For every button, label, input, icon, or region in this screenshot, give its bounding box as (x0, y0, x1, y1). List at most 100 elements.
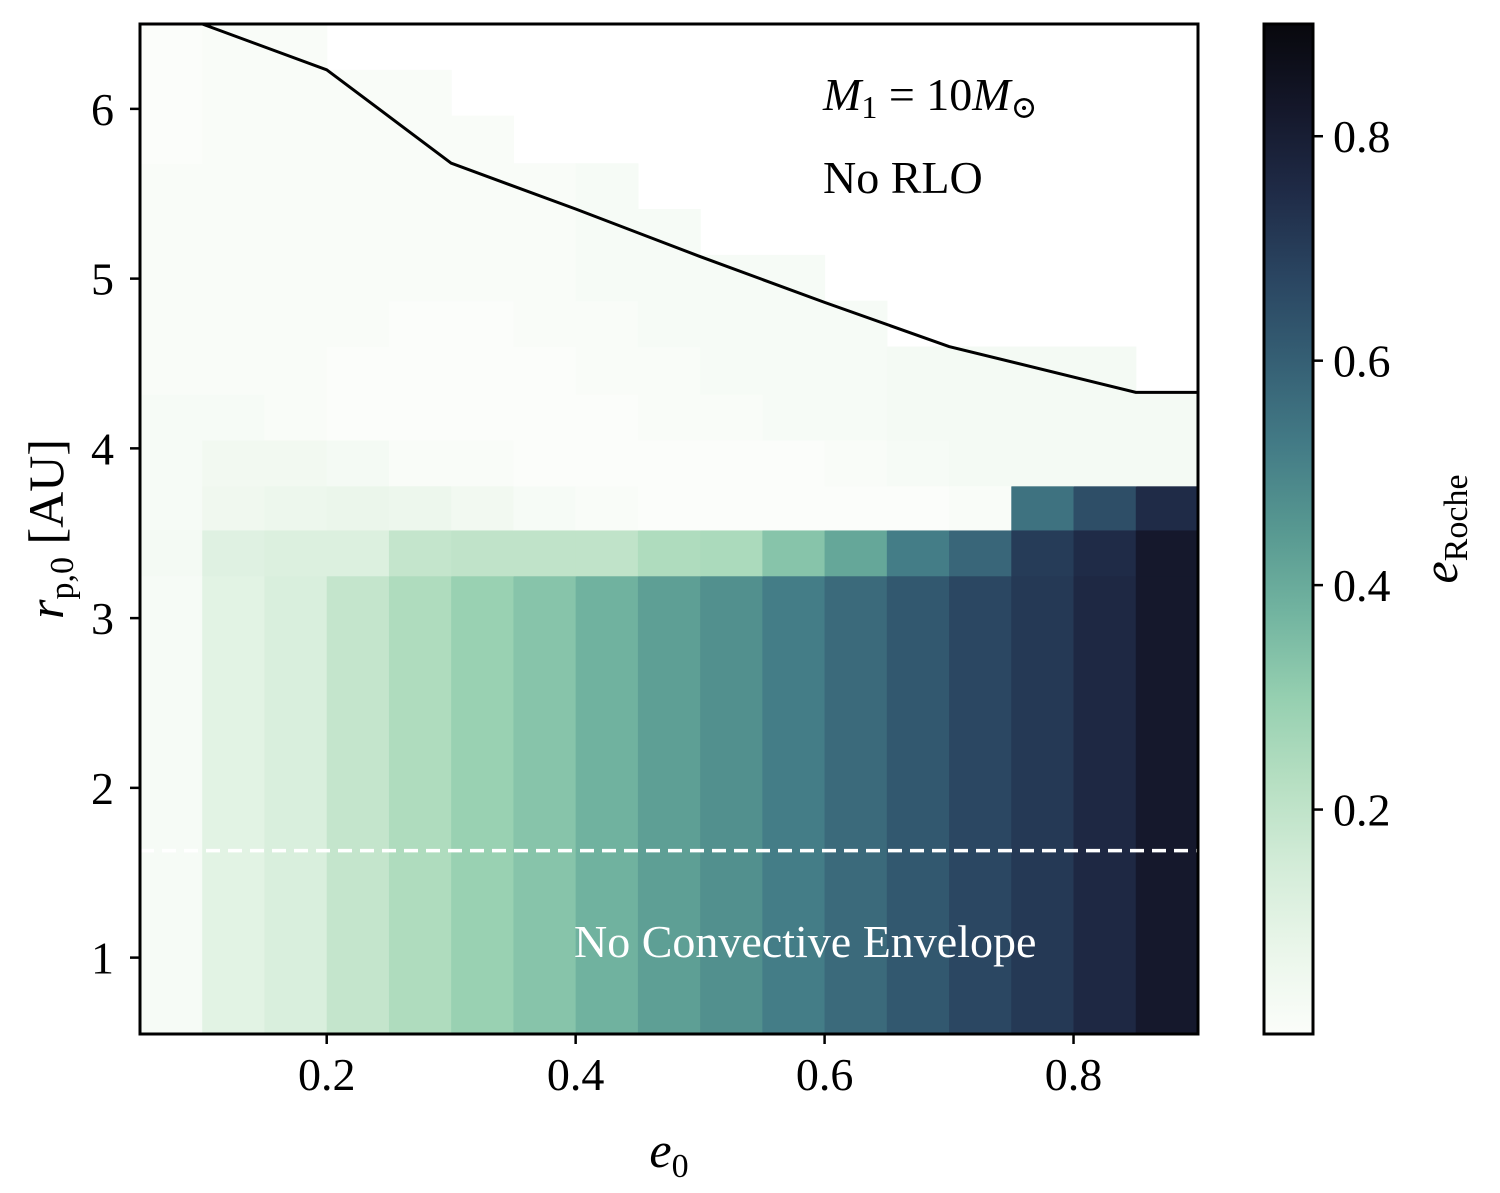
heatmap-cell (700, 346, 763, 395)
rlo-boundary-line (201, 22, 1198, 394)
heatmap-cell (326, 346, 390, 395)
heatmap-cell (575, 485, 639, 531)
x-tick-label: 0.4 (547, 1049, 605, 1100)
heatmap-cell (1011, 439, 1075, 487)
heatmap-cell (451, 209, 515, 256)
heatmap-cell (202, 209, 266, 256)
y-tick-label: 6 (91, 84, 114, 135)
heatmap-cell (575, 209, 639, 256)
heatmap-cell (388, 163, 452, 210)
colorbar-tick-label: 0.4 (1333, 560, 1391, 611)
heatmap-cell (451, 394, 515, 441)
heatmap-cell (451, 439, 515, 487)
heatmap-cell (762, 485, 826, 531)
heatmap-cell (1135, 439, 1199, 487)
y-axis: 1 2 3 4 5 6 (91, 84, 140, 984)
heatmap-cell (451, 485, 515, 531)
heatmap-cell (513, 254, 577, 302)
x-tick-label: 0.6 (796, 1049, 854, 1100)
y-tick-label: 3 (91, 593, 114, 644)
heatmap-cell (575, 394, 639, 441)
y-axis-label: rp,0 [AU] (18, 439, 81, 619)
heatmap-cell (264, 394, 328, 441)
heatmap-cell (264, 485, 328, 531)
no-rlo-annotation: No RLO (823, 152, 983, 203)
heatmap-cell (762, 254, 826, 302)
heatmap-cell (1135, 394, 1199, 441)
heatmap-cell (1011, 575, 1075, 1035)
heatmap-cell (637, 575, 701, 1035)
heatmap-cell (202, 529, 266, 577)
heatmap-cell (513, 394, 577, 441)
heatmap-cell (388, 485, 452, 531)
heatmap-cell (886, 346, 950, 395)
x-tick-label: 0.2 (298, 1049, 356, 1100)
heatmap-cell (326, 163, 390, 210)
heatmap-cell (886, 439, 950, 487)
heatmap-cell (140, 575, 203, 1035)
heatmap-cell (1135, 485, 1199, 531)
y-tick-label: 2 (91, 763, 114, 814)
heatmap-cell (762, 575, 826, 1035)
colorbar-tick-label: 0.2 (1333, 785, 1391, 836)
x-axis-label: e0 (649, 1122, 688, 1185)
heatmap-cell (824, 575, 888, 1035)
heatmap-cell (1135, 529, 1199, 577)
heatmap-cell (700, 485, 763, 531)
heatmap-cell (140, 69, 203, 117)
x-axis: 0.2 0.4 0.6 0.8 (298, 1034, 1102, 1100)
heatmap-cell (202, 485, 266, 531)
colorbar-tick-label: 0.6 (1333, 336, 1391, 387)
colorbar-label: eRoche (1412, 474, 1475, 583)
heatmap-cell (700, 254, 763, 302)
heatmap-cell (575, 346, 639, 395)
heatmap-cell (762, 300, 826, 348)
heatmap-cell (513, 209, 577, 256)
heatmap-cell (264, 209, 328, 256)
heatmap-cell (949, 575, 1012, 1035)
heatmap-cell (140, 439, 203, 487)
heatmap-cell (513, 163, 577, 210)
heatmap-cell (949, 394, 1012, 441)
heatmap-cell (575, 575, 639, 1035)
heatmap-cell (1073, 439, 1137, 487)
heatmap-cell (451, 254, 515, 302)
no-convective-annotation: No Convective Envelope (574, 916, 1036, 967)
heatmap-cell (700, 439, 763, 487)
heatmap-cell (886, 575, 950, 1035)
heatmap-cell (637, 394, 701, 441)
heatmap-cell (140, 24, 203, 71)
heatmap-cell (140, 300, 203, 348)
heatmap-cell (1073, 485, 1137, 531)
heatmap-cell (1073, 529, 1137, 577)
heatmap-cell (575, 439, 639, 487)
heatmap-cell (264, 575, 328, 1035)
heatmap-cell (575, 300, 639, 348)
heatmap-cell (264, 439, 328, 487)
heatmap-cell (637, 254, 701, 302)
heatmap-cell (202, 69, 266, 117)
heatmap-cell (326, 209, 390, 256)
heatmap-cell (388, 394, 452, 441)
y-tick-label: 5 (91, 254, 114, 305)
heatmap-cell (886, 394, 950, 441)
heatmap-cell (575, 529, 639, 577)
heatmap-cell (513, 346, 577, 395)
heatmap-cell (700, 394, 763, 441)
x-tick-label: 0.8 (1045, 1049, 1103, 1100)
heatmap-cell (202, 346, 266, 395)
heatmap-cell (140, 394, 203, 441)
heatmap-cell (513, 439, 577, 487)
heatmap-cell (202, 115, 266, 164)
heatmap-cell (949, 439, 1012, 487)
heatmap-cell (326, 254, 390, 302)
colorbar-ticks: 0.2 0.4 0.6 0.8 (1313, 111, 1391, 836)
heatmap-cell (1011, 485, 1075, 531)
mass-annotation: M1 = 10M⊙ (822, 69, 1037, 125)
heatmap-cell (1073, 394, 1137, 441)
heatmap-cell (1011, 394, 1075, 441)
heatmap-cell (637, 529, 701, 577)
heatmap-cell (202, 300, 266, 348)
heatmap-cell (824, 346, 888, 395)
